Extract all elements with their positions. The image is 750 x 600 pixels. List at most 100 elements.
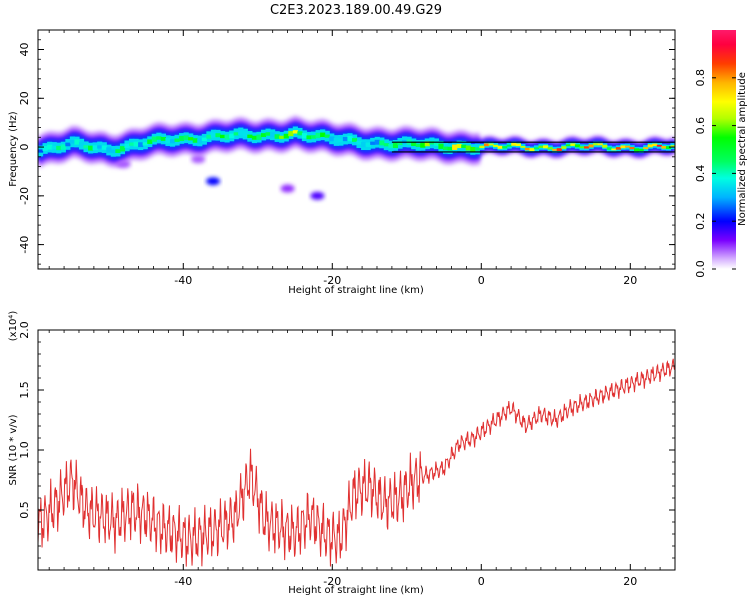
- heatmap-cell: [524, 147, 530, 151]
- spectrogram-x-label: Height of straight line (km): [288, 285, 424, 296]
- heatmap-cell: [547, 147, 553, 150]
- snr-x-ticks: -40 -20 0 20: [48, 330, 676, 588]
- x-tick-label: -20: [323, 274, 341, 287]
- heatmap-cell: [392, 142, 399, 149]
- heatmap-cell: [233, 132, 239, 136]
- heatmap-cell: [388, 143, 394, 149]
- heatmap-cell: [260, 133, 267, 138]
- heatmap-cell: [42, 146, 48, 151]
- x-tick-label: 20: [623, 575, 637, 588]
- heatmap-cell: [552, 148, 558, 151]
- heatmap-cell: [47, 144, 53, 150]
- heatmap-cell: [320, 132, 326, 137]
- heatmap-cell: [365, 142, 371, 147]
- heatmap-cell: [56, 145, 62, 151]
- heatmap-cell: [147, 139, 153, 144]
- heatmap-cell: [160, 137, 166, 141]
- heatmap-cell: [629, 146, 635, 150]
- heatmap-cell: [242, 131, 248, 137]
- heatmap-cell: [429, 141, 435, 145]
- spectrogram-panel: -40 -20 0 20 40 20 0 -20 -40 Height of straight…: [8, 29, 676, 296]
- heatmap-cell: [397, 141, 403, 146]
- snr-y-multiplier: (x10⁴): [8, 311, 19, 342]
- heatmap-cell: [311, 135, 317, 139]
- heatmap-cell: [338, 138, 344, 142]
- heatmap-cell: [115, 149, 121, 153]
- heatmap-cell: [370, 141, 376, 145]
- heatmap-cell: [69, 139, 75, 144]
- heatmap-cell: [452, 144, 458, 150]
- heatmap-cell: [593, 143, 599, 146]
- heatmap-cell: [483, 143, 490, 147]
- heatmap-cell: [179, 135, 185, 141]
- colorbar-ticks: 0.0 0.2 0.4 0.6 0.8: [694, 69, 736, 278]
- x-tick-label: 20: [623, 274, 637, 287]
- heatmap-cell: [106, 147, 112, 153]
- heatmap-cell: [324, 134, 330, 138]
- colorbar-tick-label: 0.4: [694, 165, 707, 183]
- heatmap-cell: [206, 134, 212, 139]
- heatmap-cell: [415, 143, 421, 148]
- heatmap-cell: [215, 133, 221, 138]
- snr-series-line: [38, 358, 675, 567]
- y-tick-label: 0.5: [18, 501, 31, 519]
- y-tick-label: -20: [18, 187, 31, 205]
- heatmap-cell: [502, 146, 508, 149]
- heatmap-cell: [270, 132, 276, 138]
- heatmap-cell: [165, 138, 171, 144]
- heatmap-blob: [310, 191, 325, 200]
- heatmap-cell: [493, 144, 499, 147]
- heatmap-blob: [280, 184, 295, 193]
- heatmap-cell: [292, 130, 298, 134]
- heatmap-cell: [201, 137, 207, 142]
- heatmap-cell: [620, 145, 626, 149]
- heatmap-cell: [174, 138, 180, 142]
- heatmap-cell: [133, 141, 139, 147]
- x-tick-label: -20: [323, 575, 341, 588]
- heatmap-cell: [506, 144, 512, 147]
- heatmap-cell: [670, 145, 675, 148]
- spectrogram-heatmap: [38, 115, 675, 200]
- heatmap-cell: [138, 142, 144, 148]
- heatmap-cell: [306, 135, 312, 140]
- heatmap-cell: [647, 144, 653, 148]
- heatmap-cell: [124, 143, 130, 148]
- heatmap-cell: [169, 139, 176, 144]
- y-tick-label: 40: [18, 43, 31, 57]
- heatmap-cell: [538, 145, 544, 148]
- heatmap-cell: [665, 146, 672, 149]
- heatmap-cell: [624, 145, 631, 148]
- heatmap-cell: [274, 134, 280, 139]
- heatmap-cell: [361, 142, 367, 148]
- y-tick-label: 1.5: [18, 381, 31, 399]
- heatmap-cell: [283, 133, 289, 139]
- heatmap-cell: [251, 135, 257, 140]
- heatmap-cell: [511, 142, 517, 146]
- heatmap-cell: [119, 146, 126, 152]
- heatmap-cell: [420, 142, 426, 148]
- snr-panel: -40 -20 0 20 0.5 1.0 1.5 2.0 Height of straigh…: [8, 311, 676, 596]
- heatmap-cell: [570, 143, 576, 146]
- x-tick-label: -40: [174, 575, 192, 588]
- heatmap-cell: [565, 144, 571, 147]
- x-tick-label: 0: [478, 575, 485, 588]
- snr-x-label: Height of straight line (km): [288, 585, 424, 596]
- heatmap-cell: [602, 144, 608, 148]
- heatmap-cell: [342, 136, 348, 142]
- heatmap-cell: [156, 136, 162, 140]
- heatmap-cell: [315, 132, 321, 139]
- x-tick-label: 0: [478, 274, 485, 287]
- heatmap-cell: [129, 142, 135, 146]
- heatmap-cell: [465, 145, 471, 151]
- heatmap-cell: [543, 145, 549, 149]
- heatmap-cell: [634, 148, 640, 152]
- heatmap-cell: [479, 145, 485, 149]
- heatmap-cell: [247, 134, 253, 139]
- heatmap-cell: [488, 143, 494, 146]
- heatmap-cell: [88, 145, 94, 151]
- heatmap-cell: [561, 146, 567, 149]
- y-tick-label: -40: [18, 236, 31, 254]
- heatmap-cell: [78, 142, 85, 147]
- y-tick-label: 1.0: [18, 441, 31, 459]
